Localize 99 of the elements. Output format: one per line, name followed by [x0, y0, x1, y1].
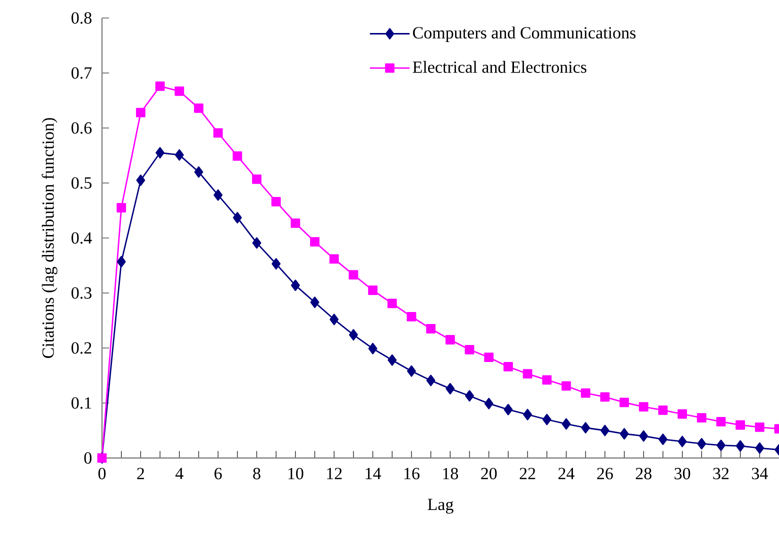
y-tick-label: 0.7	[72, 67, 92, 79]
point	[600, 392, 610, 402]
point	[330, 314, 339, 326]
point	[696, 413, 706, 423]
point	[214, 189, 223, 201]
point	[426, 324, 436, 334]
point	[755, 442, 764, 454]
point	[426, 374, 436, 386]
point	[174, 86, 184, 96]
point	[620, 398, 629, 408]
x-tick-label: 26	[597, 468, 613, 480]
point	[136, 108, 146, 118]
point	[446, 383, 455, 394]
x-tick-label: 16	[404, 468, 420, 480]
point	[174, 149, 184, 161]
point	[736, 440, 745, 452]
point	[368, 342, 378, 354]
point	[272, 258, 281, 270]
point	[116, 256, 126, 268]
point	[155, 82, 165, 91]
point	[329, 254, 339, 264]
x-tick-label: 14	[366, 468, 382, 480]
x-tick-label: 0	[98, 468, 106, 480]
point	[407, 365, 416, 377]
point	[658, 434, 668, 445]
point	[504, 404, 513, 416]
point	[388, 354, 397, 366]
x-tick-label: 32	[713, 468, 729, 480]
point	[194, 104, 204, 113]
point	[406, 312, 416, 322]
point	[562, 418, 571, 430]
point	[445, 335, 455, 344]
x-tick-label: 4	[175, 468, 184, 480]
point	[580, 388, 590, 398]
y-tick-label: 0.3	[72, 287, 92, 299]
y-tick-label: 0.5	[72, 177, 92, 189]
point	[310, 237, 320, 247]
x-tick-label: 24	[558, 468, 574, 480]
x-tick-label: 6	[214, 468, 222, 480]
point	[310, 296, 320, 308]
point	[290, 218, 300, 228]
point	[194, 166, 204, 178]
point	[523, 408, 532, 420]
point	[252, 237, 262, 249]
x-tick-label: 10	[288, 468, 304, 480]
point	[252, 174, 262, 184]
point	[678, 436, 687, 448]
x-tick-label: 12	[327, 468, 342, 480]
point	[213, 128, 223, 138]
point	[678, 409, 687, 419]
point	[522, 369, 532, 379]
x-tick-label: 18	[443, 468, 458, 480]
point	[620, 428, 629, 440]
point	[156, 147, 164, 158]
y-tick-label: 0.6	[72, 122, 92, 134]
point	[290, 280, 300, 291]
point	[349, 329, 358, 340]
x-tick-label: 30	[674, 468, 690, 480]
point	[736, 420, 746, 430]
point	[697, 438, 706, 450]
point	[464, 344, 474, 354]
point	[639, 430, 648, 442]
point	[600, 424, 610, 436]
point	[716, 417, 726, 426]
point	[658, 405, 668, 415]
legend-label: Computers and Communications	[413, 26, 636, 42]
x-axis-title: Lag	[428, 498, 454, 514]
x-tick-label: 20	[481, 468, 497, 480]
point	[387, 298, 397, 308]
x-tick-label: 28	[636, 468, 652, 480]
point	[542, 375, 552, 385]
point	[754, 422, 764, 432]
y-tick-label: 0.2	[72, 342, 92, 354]
point	[504, 362, 513, 372]
x-tick-label: 2	[137, 468, 144, 480]
point	[232, 151, 242, 161]
y-tick-label: 0.1	[72, 397, 92, 409]
x-tick-label: 34	[752, 468, 768, 480]
point	[484, 398, 494, 410]
y-tick-label: 0	[84, 452, 92, 464]
point	[348, 270, 358, 280]
y-tick-label: 0.4	[72, 232, 92, 244]
y-tick-label: 0.8	[72, 12, 92, 24]
point	[562, 381, 571, 391]
y-axis-title: Citations (lag distribution function)	[42, 118, 58, 358]
point	[465, 390, 474, 402]
legend-label: Electrical and Electronics	[412, 60, 586, 73]
point	[232, 212, 242, 224]
x-tick-label: 8	[253, 468, 260, 480]
point	[581, 422, 590, 434]
point	[716, 440, 726, 452]
point	[484, 352, 494, 362]
point	[368, 286, 378, 295]
point	[116, 203, 126, 212]
point	[271, 197, 281, 206]
point	[136, 174, 146, 186]
x-tick-label: 22	[520, 468, 536, 480]
point	[542, 414, 552, 426]
point	[638, 402, 648, 412]
